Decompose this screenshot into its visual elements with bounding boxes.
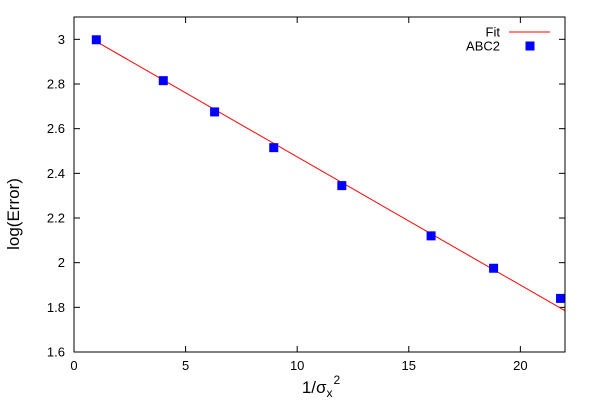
y-tick-label: 2.2 [47,211,65,226]
x-tick-label: 20 [513,358,527,373]
fit-layer [96,41,566,312]
y-axis-title: log(Error) [4,178,23,250]
legend-swatch-abc2 [525,41,535,51]
x-axis-title-sup: 2 [333,373,340,387]
abc2-point [556,293,566,303]
y-tick-label: 1.8 [47,300,65,315]
y-tick-label: 3 [58,32,65,47]
abc2-point [337,181,347,191]
x-axis-title-base: 1/σ [302,378,327,397]
points-layer [91,35,566,303]
abc2-point [269,143,279,153]
fit-line [96,41,566,312]
x-tick-label: 0 [70,358,77,373]
y-tick-label: 1.6 [47,345,65,360]
abc2-point [489,263,499,273]
y-tick-label: 2 [58,255,65,270]
x-axis-title-sub: x [326,386,332,400]
abc2-point [158,76,168,86]
x-tick-label: 10 [290,358,304,373]
plot-frame [73,16,566,353]
y-tick-label: 2.6 [47,121,65,136]
ticks: 0 5 10 15 20 1.6 1.8 2 2.2 2.4 2.6 2.8 3 [47,17,565,373]
abc2-point [91,35,101,45]
x-tick-label: 15 [402,358,416,373]
x-tick-label: 5 [182,358,189,373]
legend-label-abc2: ABC2 [466,39,500,54]
y-tick-label: 2.4 [47,166,65,181]
abc2-point [426,231,436,241]
legend-label-fit: Fit [486,25,501,40]
x-axis-title: 1/σx2 [302,373,341,400]
abc2-point [210,107,220,117]
y-tick-label: 2.8 [47,77,65,92]
